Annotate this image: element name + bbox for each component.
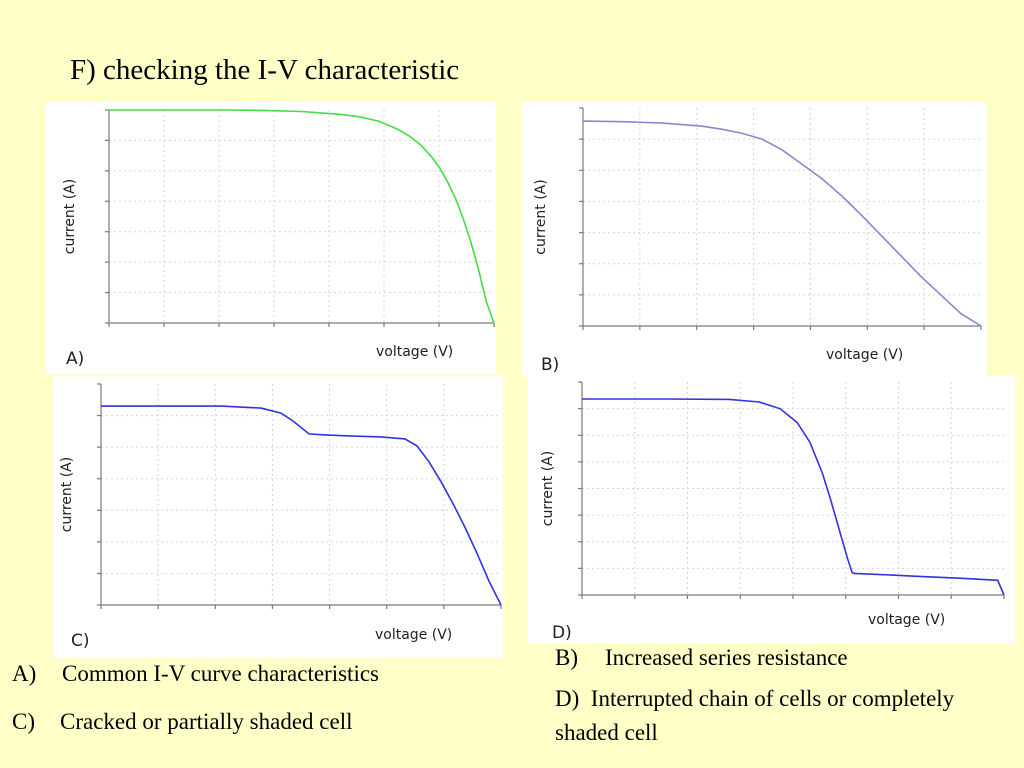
chart-panel-d: current (A) voltage (V) D) [528,376,1015,644]
chart-b: current (A) voltage (V) B) [533,107,982,375]
x-axis-label: voltage (V) [868,612,945,628]
iv-curve [582,120,982,327]
panel-label: C) [71,631,90,651]
caption-text: Interrupted chain of cells or completely… [555,686,955,745]
chart-panel-a: current (A) voltage (V) A) [46,102,496,374]
grid [101,384,501,605]
grid [109,110,494,323]
axes [105,109,495,327]
axes [578,381,1005,599]
axes [579,107,982,330]
panel-label: D) [552,623,572,643]
caption-d: D) Interrupted chain of cells or complet… [555,682,955,750]
iv-curve [109,109,495,324]
x-axis-label: voltage (V) [826,347,903,363]
caption-text: Cracked or partially shaded cell [60,709,353,734]
slide-title: F) checking the I-V characteristic [70,54,460,86]
caption-key: A) [12,661,37,686]
caption-key: D) [555,686,580,711]
panel-label: B) [541,355,559,375]
caption-a: A) Common I-V curve characteristics [12,657,379,691]
grid [582,382,1004,595]
y-axis-label: current (A) [540,451,556,526]
caption-key: C) [12,709,35,734]
y-axis-label: current (A) [62,179,78,254]
x-axis-label: voltage (V) [376,344,453,360]
chart-c: current (A) voltage (V) C) [59,383,502,651]
iv-curve [582,398,1005,596]
y-axis-label: current (A) [59,457,75,532]
chart-panel-b: current (A) voltage (V) B) [521,102,987,376]
panel-label: A) [66,349,84,369]
chart-a: current (A) voltage (V) A) [62,109,495,369]
iv-curve [101,405,502,606]
caption-text: Increased series resistance [605,645,848,670]
axes [97,383,502,609]
chart-d: current (A) voltage (V) D) [540,381,1005,643]
caption-b: B) Increased series resistance [555,641,848,675]
caption-key: B) [555,645,578,670]
grid [583,108,981,326]
caption-c: C) Cracked or partially shaded cell [12,705,353,739]
chart-panel-c: current (A) voltage (V) C) [53,376,503,658]
x-axis-label: voltage (V) [375,627,452,643]
caption-text: Common I-V curve characteristics [62,661,379,686]
y-axis-label: current (A) [533,179,549,254]
